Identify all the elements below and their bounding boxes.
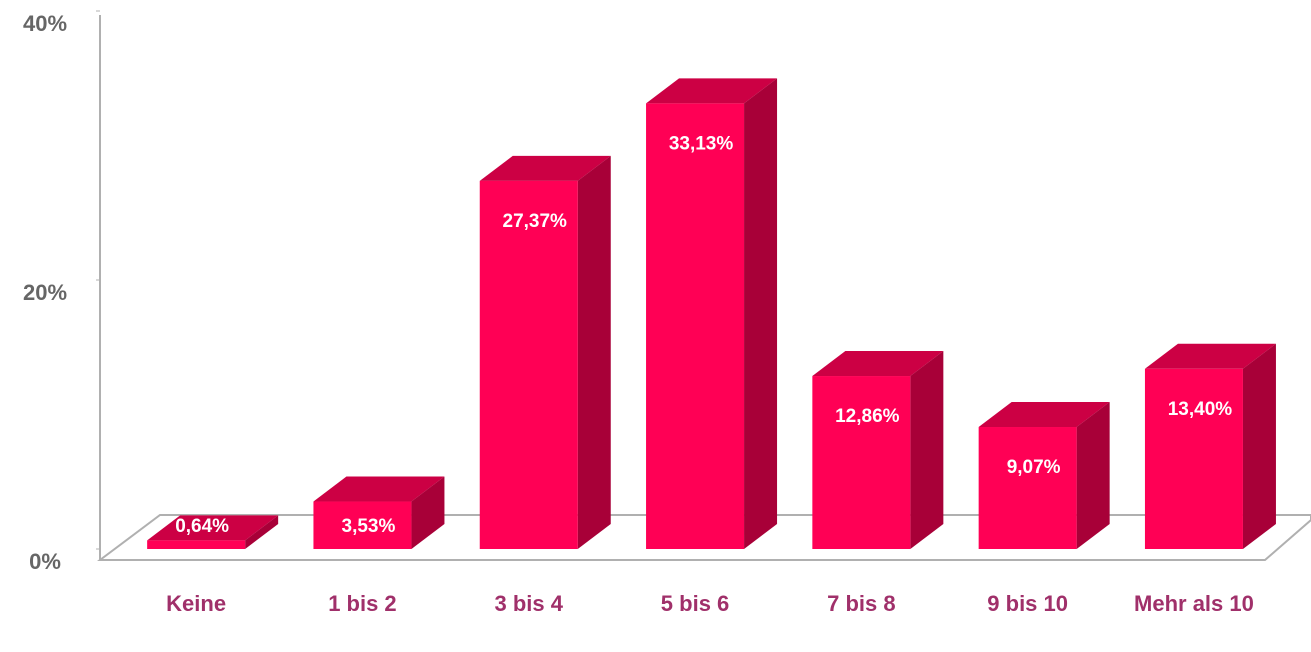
bar bbox=[479, 180, 578, 549]
bar bbox=[978, 427, 1077, 549]
floor bbox=[97, 514, 1311, 561]
bar bbox=[1144, 368, 1243, 549]
y-tick-label: 20% bbox=[23, 280, 67, 305]
x-tick-label: Mehr als 10 bbox=[1134, 591, 1254, 616]
x-tick-label: 3 bis 4 bbox=[494, 591, 563, 616]
data-label: 3,53% bbox=[342, 516, 396, 537]
data-label: 33,13% bbox=[669, 133, 734, 154]
bar bbox=[646, 103, 745, 550]
y-tick-label: 0% bbox=[29, 549, 61, 574]
x-tick-label: Keine bbox=[166, 591, 227, 616]
bar-side bbox=[744, 78, 778, 550]
data-label: 27,37% bbox=[503, 211, 568, 232]
bar-top bbox=[646, 78, 778, 104]
bar-side bbox=[910, 351, 944, 549]
bar-side bbox=[577, 155, 611, 549]
bar-top bbox=[1144, 343, 1276, 369]
x-tick-label: 9 bis 10 bbox=[987, 591, 1068, 616]
data-label: 13,40% bbox=[1168, 399, 1233, 420]
bar-side bbox=[411, 476, 445, 549]
bar-side bbox=[245, 515, 279, 549]
bar bbox=[147, 540, 246, 549]
bar-top bbox=[147, 515, 279, 541]
y-tick-label: 40% bbox=[23, 11, 67, 36]
data-label: 0,64% bbox=[175, 516, 229, 537]
data-label: 9,07% bbox=[1007, 457, 1061, 478]
bar-top bbox=[479, 155, 611, 181]
x-tick-label: 7 bis 8 bbox=[827, 591, 896, 616]
bar-top bbox=[978, 402, 1110, 428]
bar-side bbox=[1242, 343, 1276, 549]
x-tick-label: 1 bis 2 bbox=[328, 591, 397, 616]
data-label: 12,86% bbox=[835, 406, 900, 427]
bar bbox=[812, 376, 911, 549]
bar-side bbox=[1076, 402, 1110, 549]
bar bbox=[313, 501, 412, 549]
bar-top bbox=[313, 476, 445, 502]
x-tick-label: 5 bis 6 bbox=[660, 591, 730, 616]
bar-top bbox=[812, 351, 944, 377]
